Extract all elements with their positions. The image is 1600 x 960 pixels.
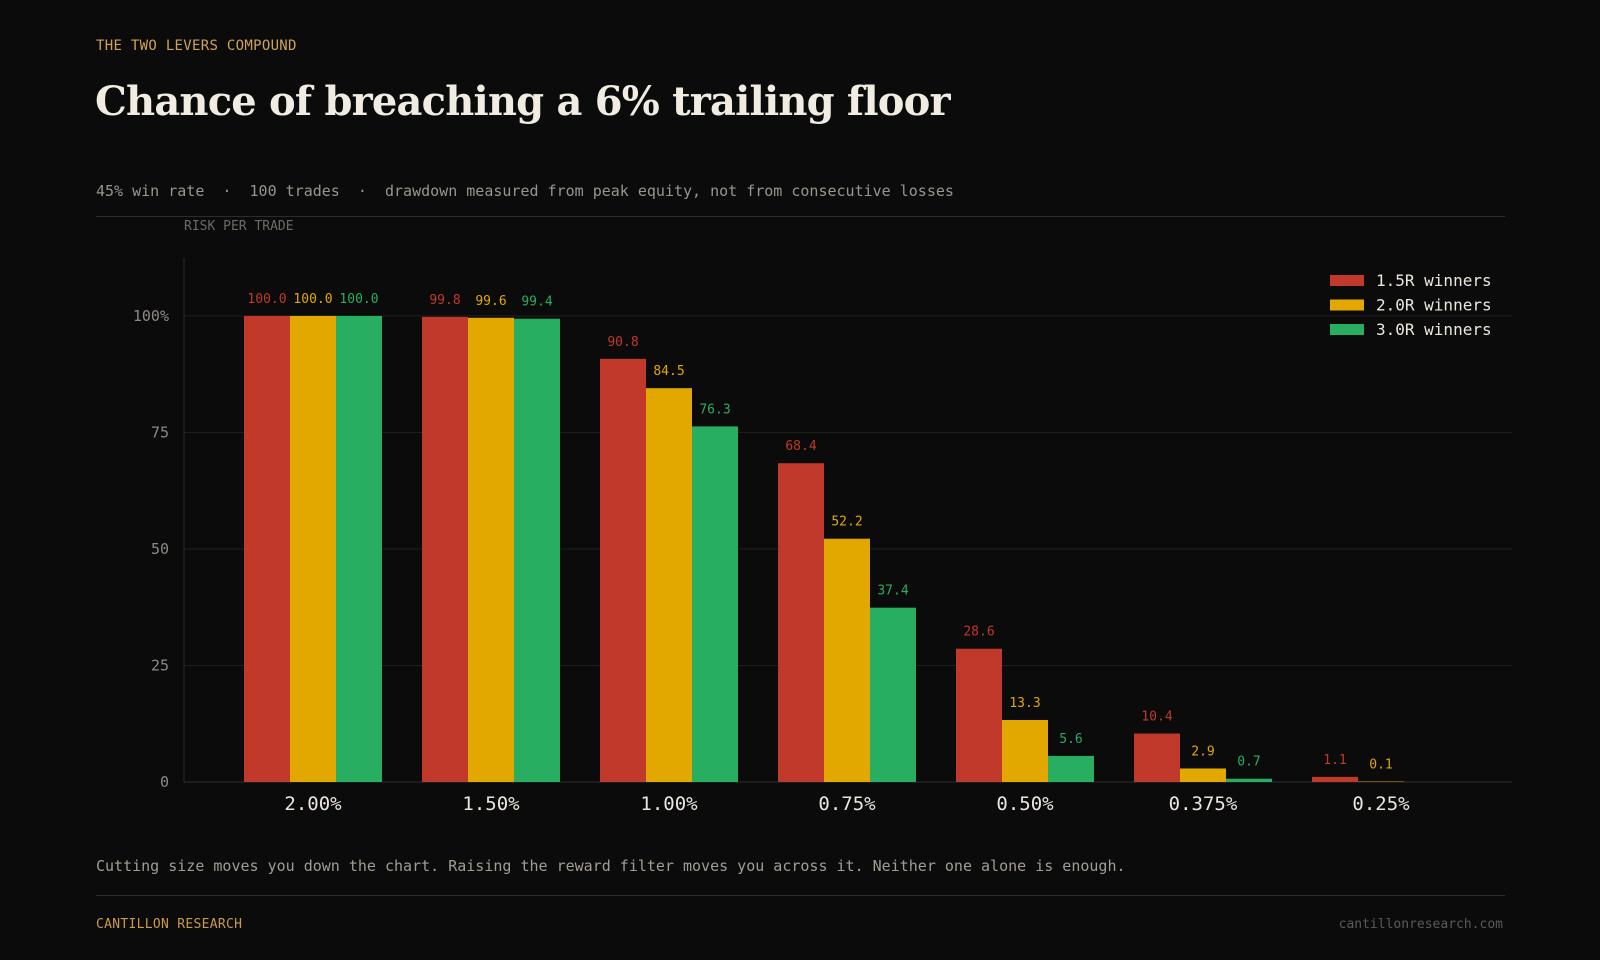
bar-value-label: 84.5	[653, 364, 684, 379]
chart-subtitle: 45% win rate · 100 trades · drawdown mea…	[96, 182, 954, 200]
bar-value-label: 2.9	[1191, 744, 1214, 759]
bar	[778, 463, 824, 782]
bar	[336, 315, 382, 782]
bar-value-label: 0.1	[1369, 758, 1392, 773]
bar	[692, 426, 738, 782]
y-tick-label: 50	[151, 540, 169, 558]
x-tick-label: 0.75%	[818, 793, 876, 815]
bar	[1226, 778, 1272, 782]
bar	[1312, 776, 1358, 782]
bar-value-label: 13.3	[1009, 696, 1040, 711]
x-tick-label: 1.50%	[462, 793, 520, 815]
x-tick-label: 1.00%	[640, 793, 698, 815]
x-tick-label: 2.00%	[284, 793, 342, 815]
bar-value-label: 99.6	[475, 294, 506, 309]
bar-value-label: 100.0	[293, 292, 332, 307]
legend-label: 2.0R winners	[1376, 296, 1492, 315]
x-tick-label: 0.375%	[1169, 793, 1238, 815]
legend-label: 3.0R winners	[1376, 320, 1492, 339]
y-tick-label: 75	[151, 423, 169, 441]
footer-brand: CANTILLON RESEARCH	[96, 917, 243, 932]
bar-value-label: 68.4	[785, 439, 816, 454]
bars	[244, 315, 1404, 782]
footer-url[interactable]: cantillonresearch.com	[1338, 917, 1503, 932]
bar-value-label: 28.6	[963, 625, 994, 640]
y-tick-label: 100%	[133, 307, 169, 325]
bar-value-label: 10.4	[1141, 710, 1172, 725]
x-tick-label: 0.25%	[1352, 793, 1410, 815]
bar-chart: RISK PER TRADE 0 25 50 75 100% 2.00% 1.50% 1.00%…	[133, 219, 1512, 815]
bar-value-label: 99.8	[429, 293, 460, 308]
bar	[468, 317, 514, 782]
chart-caption: Cutting size moves you down the chart. R…	[96, 857, 1126, 875]
bar-value-label: 90.8	[607, 335, 638, 350]
bar	[514, 318, 560, 782]
legend-swatch	[1330, 299, 1364, 311]
bar	[1180, 768, 1226, 782]
footer-divider	[96, 895, 1505, 896]
bar	[290, 315, 336, 782]
bar-value-label: 5.6	[1059, 732, 1082, 747]
bar-value-label: 99.4	[521, 295, 552, 310]
bar	[422, 316, 468, 782]
bar	[1048, 755, 1094, 782]
x-tick-label: 0.50%	[996, 793, 1054, 815]
bar-value-label: 0.7	[1237, 755, 1260, 770]
bar-value-label: 37.4	[877, 584, 908, 599]
bar-value-label: 76.3	[699, 402, 730, 417]
legend: 1.5R winners 2.0R winners 3.0R winners	[1330, 271, 1492, 339]
legend-label: 1.5R winners	[1376, 271, 1492, 290]
bar	[244, 315, 290, 782]
bar	[956, 648, 1002, 782]
legend-swatch	[1330, 324, 1364, 335]
y-tick-label: 25	[151, 656, 169, 674]
eyebrow-label: THE TWO LEVERS COMPOUND	[96, 38, 297, 54]
header-divider	[96, 216, 1505, 217]
bar-value-label: 52.2	[831, 515, 862, 530]
y-tick-label: 0	[160, 773, 169, 791]
bar-value-label: 1.1	[1323, 753, 1346, 768]
data-labels: 100.0 100.0 100.0 99.8 99.6 99.4 90.8 84.5 76.3 6…	[247, 292, 1392, 773]
bar	[646, 388, 692, 782]
bar-value-label: 100.0	[247, 292, 286, 307]
legend-swatch	[1330, 275, 1364, 286]
x-axis-title: RISK PER TRADE	[184, 219, 294, 234]
bar	[870, 607, 916, 782]
bar	[600, 358, 646, 782]
bar	[1134, 733, 1180, 782]
bar	[824, 538, 870, 782]
chart-title: Chance of breaching a 6% trailing floor	[95, 78, 951, 125]
bar-value-label: 100.0	[339, 292, 378, 307]
axes: RISK PER TRADE 0 25 50 75 100% 2.00% 1.50% 1.00%…	[133, 219, 1512, 815]
bar	[1002, 720, 1048, 782]
